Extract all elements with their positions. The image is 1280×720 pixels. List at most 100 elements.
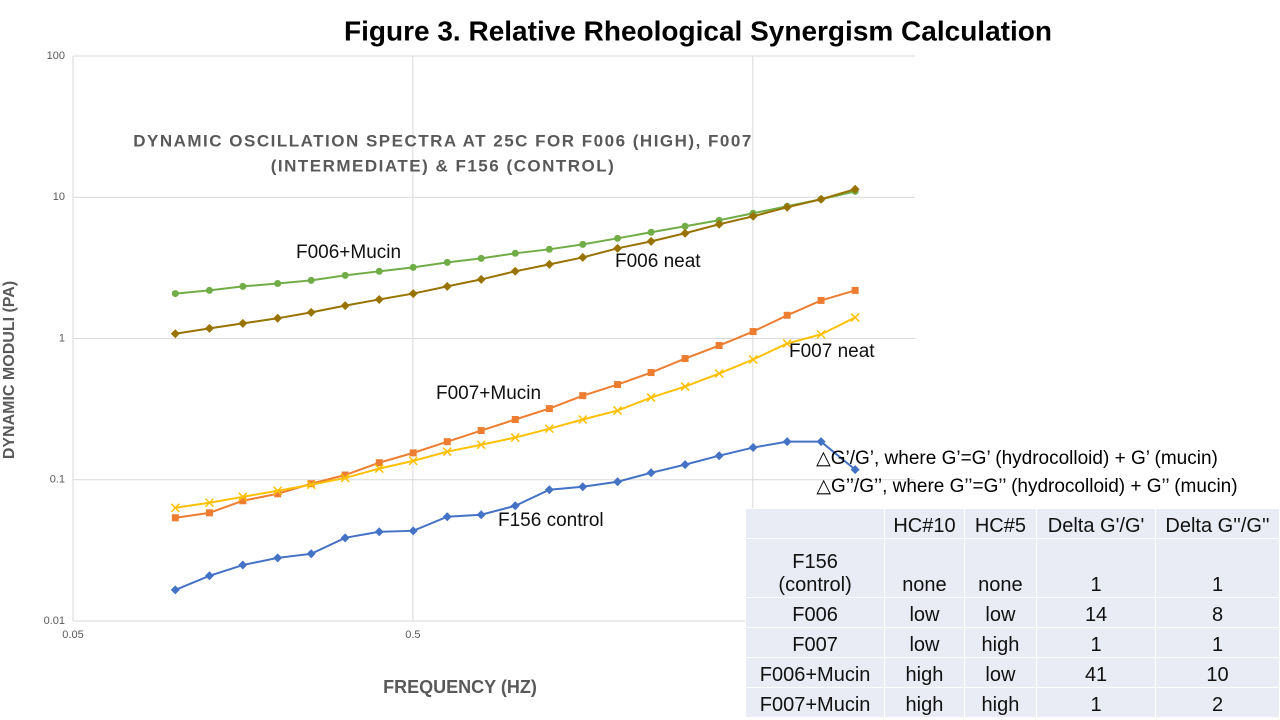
- table-cell: none: [963, 538, 1038, 598]
- row-label: F156: [792, 551, 838, 573]
- subtitle: DYNAMIC OSCILLATION SPECTRA AT 25C FOR F…: [133, 131, 753, 150]
- table-cell: Delta G''/G'': [1155, 508, 1280, 539]
- formula: △G’/G’, where G’=G’ (hydrocolloid) + G’ …: [816, 448, 1218, 469]
- marker: [408, 456, 418, 466]
- table-cell: 8: [1155, 597, 1280, 628]
- x-tick-label: 0.5: [405, 629, 420, 641]
- title: Figure 3. Relative Rheological Synergism…: [344, 15, 1052, 46]
- marker: [341, 271, 349, 279]
- table-cell: HC#5: [963, 508, 1038, 539]
- table-cell: 41: [1036, 657, 1157, 688]
- series-label: F006 neat: [615, 251, 701, 272]
- marker: [306, 480, 316, 490]
- marker: [647, 228, 655, 236]
- marker: [204, 498, 214, 508]
- marker: [170, 503, 180, 513]
- marker: [783, 311, 791, 319]
- marker: [646, 468, 656, 478]
- marker: [544, 424, 554, 434]
- table-cell: high: [884, 657, 965, 688]
- marker: [782, 437, 792, 447]
- marker: [340, 301, 350, 311]
- marker: [476, 440, 486, 450]
- table-row: F006 low low 14 8: [744, 597, 1280, 628]
- marker: [273, 313, 283, 323]
- marker: [477, 254, 485, 262]
- table-cell: F007: [744, 627, 886, 658]
- marker: [443, 438, 451, 446]
- marker: [850, 184, 860, 194]
- x-axis-title: FREQUENCY (HZ): [383, 677, 537, 697]
- table-cell: 1: [1036, 687, 1157, 718]
- marker: [680, 228, 690, 238]
- series-label: F007+Mucin: [436, 383, 541, 404]
- marker: [510, 266, 520, 276]
- marker: [442, 512, 452, 522]
- marker: [204, 323, 214, 333]
- marker: [443, 258, 451, 266]
- table-row: F006+Mucin high low 41 10: [744, 657, 1280, 688]
- y-tick-label: 1: [59, 332, 65, 344]
- table-cell: 1: [1036, 538, 1157, 598]
- table-row: F007 low high 1 1: [744, 627, 1280, 658]
- marker: [408, 526, 418, 536]
- table-cell: low: [963, 597, 1038, 628]
- marker: [374, 464, 384, 474]
- marker: [238, 560, 248, 570]
- marker: [170, 329, 180, 339]
- marker: [306, 549, 316, 559]
- table-cell: Delta G'/G': [1036, 508, 1157, 539]
- table-cell: high: [963, 687, 1038, 718]
- y-tick-label: 0.1: [50, 474, 65, 486]
- table-cell: F007+Mucin: [744, 687, 886, 718]
- marker: [375, 267, 383, 275]
- marker: [715, 342, 723, 350]
- marker: [409, 449, 417, 457]
- marker: [816, 329, 826, 339]
- marker: [545, 245, 553, 253]
- marker: [544, 485, 554, 495]
- marker: [748, 211, 758, 221]
- y-tick-label: 10: [53, 191, 65, 203]
- marker: [204, 571, 214, 581]
- marker: [850, 312, 860, 322]
- x-tick-label: 0.05: [62, 629, 83, 641]
- marker: [578, 252, 588, 262]
- marker: [511, 416, 519, 424]
- marker: [816, 194, 826, 204]
- series-label: F007 neat: [789, 341, 875, 362]
- marker: [614, 234, 622, 242]
- marker: [816, 437, 826, 447]
- marker: [374, 527, 384, 537]
- formula: △G’’/G’’, where G’’=G’’ (hydrocolloid) +…: [816, 476, 1237, 497]
- y-tick-label: 0.01: [44, 615, 65, 627]
- marker: [614, 381, 622, 389]
- table-cell: F006+Mucin: [744, 657, 886, 688]
- marker: [579, 240, 587, 248]
- table-cell: low: [884, 627, 965, 658]
- marker: [274, 490, 282, 498]
- y-axis-title: DYNAMIC MODULI (PA): [1, 281, 18, 459]
- marker: [680, 382, 690, 392]
- marker: [714, 219, 724, 229]
- marker: [613, 243, 623, 253]
- marker: [307, 276, 315, 284]
- marker: [511, 249, 519, 257]
- marker: [681, 355, 689, 363]
- marker: [578, 414, 588, 425]
- table-cell: [744, 508, 886, 539]
- marker: [306, 307, 316, 317]
- marker: [646, 236, 656, 246]
- marker: [477, 427, 485, 435]
- marker: [408, 289, 418, 299]
- marker: [409, 263, 417, 271]
- marker: [817, 296, 825, 304]
- marker: [171, 290, 179, 298]
- marker: [510, 501, 520, 511]
- table-row: F156 (control) none none 1 1: [744, 538, 1280, 598]
- marker: [274, 280, 282, 288]
- marker: [782, 202, 792, 212]
- marker: [340, 533, 350, 543]
